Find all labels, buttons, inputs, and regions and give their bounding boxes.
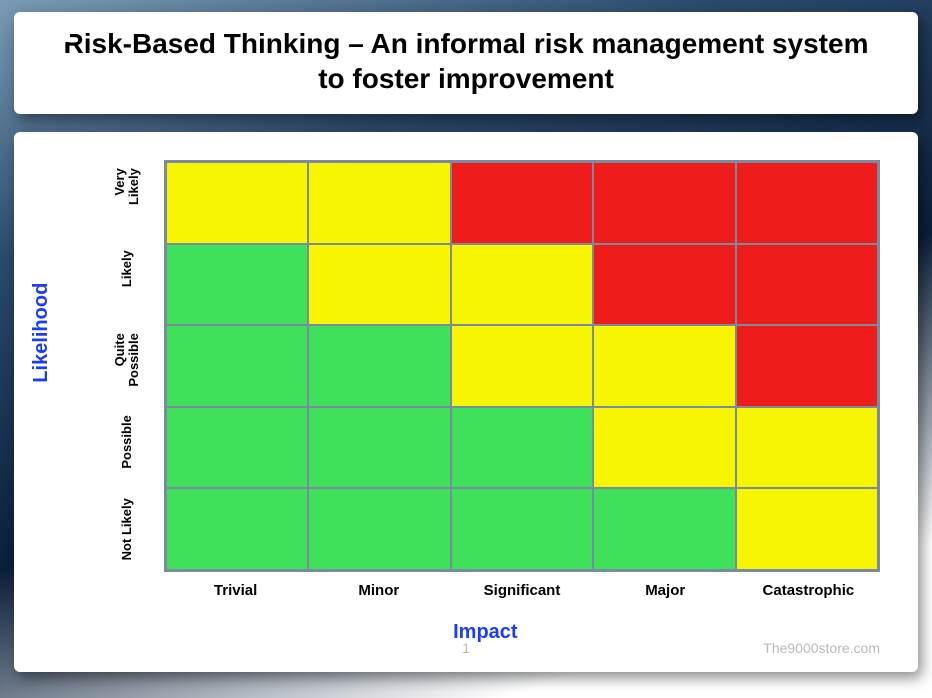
matrix-cell [593,162,735,244]
footer-source: The9000store.com [763,640,880,656]
matrix-cell [736,407,878,489]
x-axis-labels: TrivialMinorSignificantMajorCatastrophic [164,582,880,612]
matrix-cell [451,244,593,326]
matrix-cell [166,407,308,489]
matrix-grid-area [164,160,880,572]
matrix-cell [166,162,308,244]
matrix-cell [166,488,308,570]
x-tick-label: Significant [450,582,593,612]
matrix-cell [451,407,593,489]
page-number: 1 [462,640,470,656]
matrix-cell [451,325,593,407]
x-tick-label: Minor [307,582,450,612]
chart-panel: Likelihood Very LikelyLikelyQuite Possib… [14,132,918,672]
y-tick-label: Quite Possible [86,333,168,399]
matrix-cell [451,488,593,570]
matrix-cell [593,325,735,407]
y-axis-title: Likelihood [30,283,53,383]
x-tick-label: Major [594,582,737,612]
matrix-cell [736,488,878,570]
matrix-cell [308,407,450,489]
matrix-cell [308,488,450,570]
slide-background: Risk-Based Thinking – An informal risk m… [0,0,932,698]
y-tick-label: Likely [86,251,168,317]
matrix-cell [308,325,450,407]
x-tick-label: Trivial [164,582,307,612]
title-panel: Risk-Based Thinking – An informal risk m… [14,12,918,114]
matrix-cell [736,325,878,407]
matrix-cell [166,244,308,326]
matrix-cell [736,244,878,326]
risk-matrix-chart: Likelihood Very LikelyLikelyQuite Possib… [44,154,888,662]
matrix-cell [593,244,735,326]
matrix-cell [593,407,735,489]
matrix-cell [166,325,308,407]
matrix-cell [593,488,735,570]
y-tick-label: Very Likely [86,168,168,234]
y-tick-label: Possible [86,415,168,481]
y-axis-labels: Very LikelyLikelyQuite PossiblePossibleN… [94,160,160,572]
matrix-cell [308,244,450,326]
x-tick-label: Catastrophic [737,582,880,612]
matrix-cell [736,162,878,244]
matrix-cell [308,162,450,244]
y-tick-label: Not Likely [86,498,168,564]
matrix-cell [451,162,593,244]
matrix-grid [164,160,880,572]
slide-footer: 1 The9000store.com [44,640,888,656]
slide-title: Risk-Based Thinking – An informal risk m… [54,26,878,96]
